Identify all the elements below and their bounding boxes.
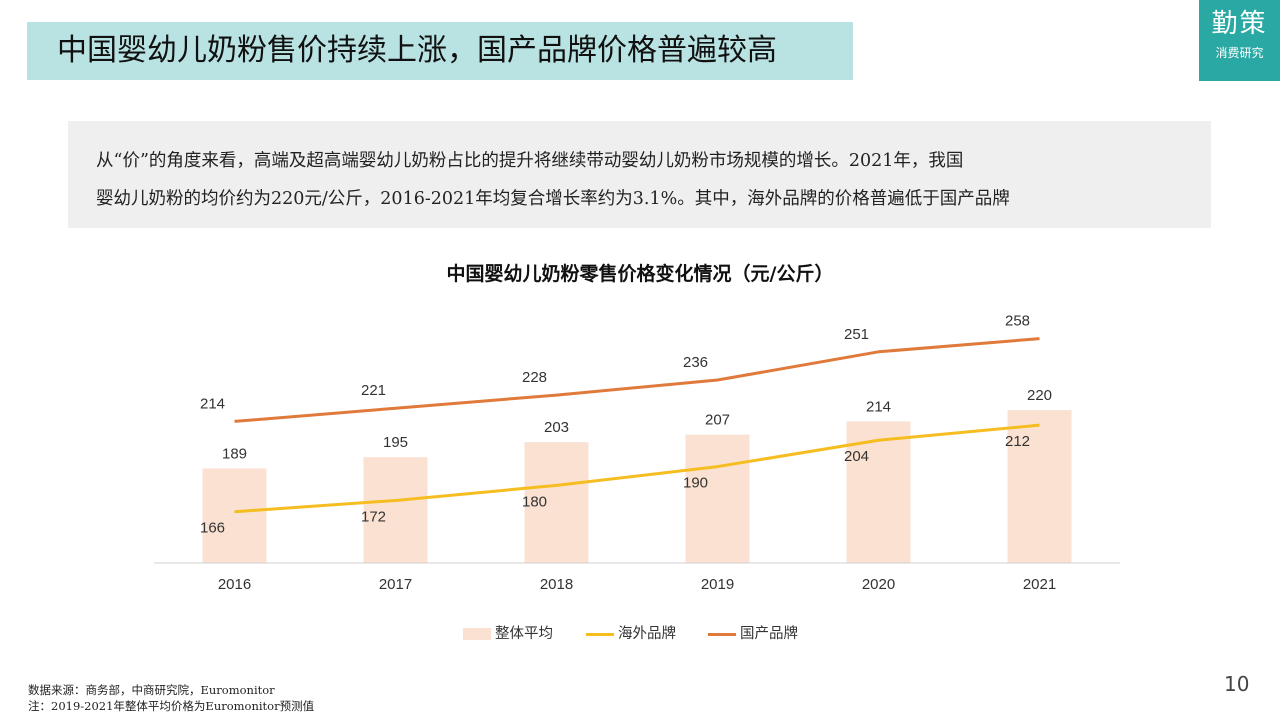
line-label-domestic-2021: 258 — [1005, 313, 1030, 330]
page-number: 10 — [1224, 672, 1250, 696]
x-tick-2019: 2019 — [701, 576, 734, 593]
legend-label-foreign: 海外品牌 — [618, 626, 676, 642]
x-tick-2016: 2016 — [218, 576, 251, 593]
bar-overall-2019 — [685, 434, 750, 563]
bar-overall-2021 — [1007, 410, 1072, 563]
line-domestic — [234, 337, 1040, 423]
x-tick-2020: 2020 — [862, 576, 895, 593]
logo-sub-text: 消费研究 — [1215, 46, 1264, 60]
line-label-domestic-2016: 214 — [200, 395, 225, 412]
bar-label-2019: 207 — [705, 412, 730, 429]
legend-swatch-overall — [463, 628, 491, 640]
legend-label-domestic: 国产品牌 — [740, 626, 798, 642]
x-tick-2017: 2017 — [379, 576, 412, 593]
bar-overall-2016 — [202, 468, 267, 563]
bar-overall-2017 — [363, 457, 428, 563]
intro-line-2: 婴幼儿奶粉的均价约为220元/公斤，2016-2021年均复合增长率约为3.1%… — [96, 189, 1010, 209]
logo-main-text: 勤策 — [1211, 9, 1268, 39]
line-label-foreign-2020: 204 — [844, 448, 869, 465]
line-label-domestic-2019: 236 — [683, 354, 708, 371]
chart-title: 中国婴幼儿奶粉零售价格变化情况（元/公斤） — [446, 263, 834, 285]
source-note: 数据来源：商务部，中商研究院，Euromonitor — [28, 683, 275, 697]
line-label-domestic-2018: 228 — [522, 369, 547, 386]
title-banner: 中国婴幼儿奶粉售价持续上涨，国产品牌价格普遍较高 — [27, 22, 853, 80]
intro-box: 从“价”的角度来看，高端及超高端婴幼儿奶粉占比的提升将继续带动婴幼儿奶粉市场规模… — [68, 121, 1211, 228]
line-label-domestic-2017: 221 — [361, 382, 386, 399]
bar-overall-2018 — [524, 442, 589, 563]
x-tick-2018: 2018 — [540, 576, 573, 593]
legend-swatch-domestic — [708, 633, 736, 636]
line-foreign — [234, 423, 1040, 514]
intro-line-1: 从“价”的角度来看，高端及超高端婴幼儿奶粉占比的提升将继续带动婴幼儿奶粉市场规模… — [96, 151, 964, 171]
bar-label-2017: 195 — [383, 434, 408, 451]
bar-label-2021: 220 — [1027, 387, 1052, 404]
legend-swatch-foreign — [586, 633, 614, 636]
bar-label-2016: 189 — [222, 445, 247, 462]
line-label-foreign-2017: 172 — [361, 508, 386, 525]
x-tick-2021: 2021 — [1023, 576, 1056, 593]
bar-label-2020: 214 — [866, 398, 891, 415]
legend-label-overall: 整体平均 — [495, 626, 553, 642]
line-label-foreign-2018: 180 — [522, 493, 547, 510]
bar-label-2018: 203 — [544, 419, 569, 436]
line-label-domestic-2020: 251 — [844, 326, 869, 343]
brand-logo: 勤策 消费研究 — [1199, 0, 1280, 81]
line-label-foreign-2019: 190 — [683, 475, 708, 492]
page-title: 中国婴幼儿奶粉售价持续上涨，国产品牌价格普遍较高 — [57, 33, 777, 68]
line-label-foreign-2016: 166 — [200, 520, 225, 537]
line-label-foreign-2021: 212 — [1005, 433, 1030, 450]
footnote: 注：2019-2021年整体平均价格为Euromonitor预测值 — [28, 699, 315, 713]
